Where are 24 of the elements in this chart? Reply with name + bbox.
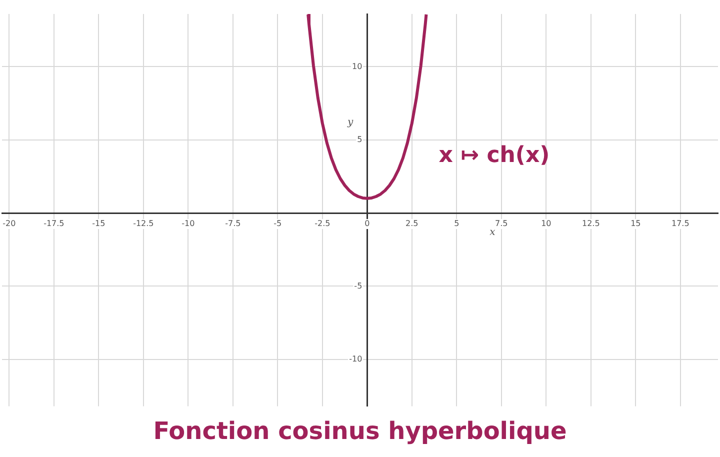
x-tick-label: 17.5	[672, 219, 690, 228]
y-tick-label: -10	[349, 354, 362, 364]
x-tick-label: 7.5	[495, 219, 508, 228]
x-tick-label: -5	[274, 219, 282, 228]
y-axis-title: y	[346, 117, 354, 128]
x-tick-label: -17.5	[44, 219, 64, 228]
x-axis-title: x	[490, 227, 496, 238]
y-tick-label: 10	[352, 62, 362, 71]
x-tick-label: -12.5	[133, 219, 154, 228]
x-tick-label: -2.5	[314, 219, 330, 228]
x-tick-label: -7.5	[225, 219, 241, 228]
x-tick-label: -20	[2, 219, 16, 228]
x-tick-label: 12.5	[582, 219, 600, 228]
text: Fonction cosinus hyperbolique	[153, 416, 567, 445]
x-tick-label: -10	[182, 219, 195, 228]
x-tick-label: 15	[630, 219, 641, 228]
x-tick-label: -15	[92, 219, 106, 228]
x-tick-label: 0	[364, 219, 370, 228]
annotation: x ↦ ch(x)	[438, 142, 550, 168]
y-tick-label: -5	[354, 281, 362, 290]
y-tick-label: 5	[357, 134, 362, 144]
x-tick-label: 10	[541, 219, 552, 228]
x-tick-label: 5	[454, 219, 460, 228]
x-tick-label: 2.5	[406, 219, 418, 228]
